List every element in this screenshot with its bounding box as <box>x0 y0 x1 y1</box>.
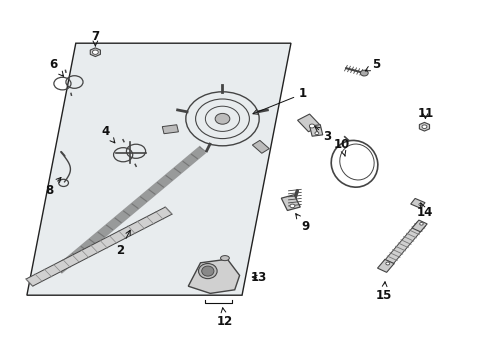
Ellipse shape <box>220 256 229 261</box>
Text: 12: 12 <box>216 308 233 328</box>
Text: 6: 6 <box>50 58 63 76</box>
Circle shape <box>385 262 389 265</box>
Circle shape <box>360 70 367 76</box>
Text: 11: 11 <box>416 107 433 120</box>
Polygon shape <box>27 43 290 295</box>
Ellipse shape <box>201 266 214 276</box>
Polygon shape <box>410 198 424 208</box>
Polygon shape <box>297 114 320 132</box>
Polygon shape <box>383 222 425 265</box>
Circle shape <box>419 222 422 225</box>
Polygon shape <box>309 125 322 136</box>
Text: 5: 5 <box>365 58 380 71</box>
Ellipse shape <box>198 264 217 279</box>
Circle shape <box>309 124 314 128</box>
Text: 7: 7 <box>91 30 99 46</box>
Circle shape <box>289 204 294 208</box>
Polygon shape <box>377 260 393 272</box>
Polygon shape <box>252 140 269 153</box>
Text: 9: 9 <box>295 214 309 233</box>
Circle shape <box>215 113 229 124</box>
Polygon shape <box>419 122 428 131</box>
Polygon shape <box>411 220 427 232</box>
Text: 15: 15 <box>375 282 391 302</box>
Polygon shape <box>26 207 172 286</box>
Text: 4: 4 <box>101 125 115 143</box>
Text: 8: 8 <box>45 177 61 197</box>
Text: 10: 10 <box>332 138 349 156</box>
Polygon shape <box>90 48 100 57</box>
Circle shape <box>421 125 426 129</box>
Text: 13: 13 <box>250 271 267 284</box>
Polygon shape <box>162 125 178 134</box>
Polygon shape <box>188 259 239 293</box>
Text: 3: 3 <box>314 127 331 143</box>
Circle shape <box>314 132 318 135</box>
Circle shape <box>418 203 421 206</box>
Text: 1: 1 <box>252 87 306 114</box>
Text: 2: 2 <box>116 230 130 257</box>
Circle shape <box>92 50 98 54</box>
Text: 14: 14 <box>415 203 432 219</box>
Polygon shape <box>281 195 300 211</box>
